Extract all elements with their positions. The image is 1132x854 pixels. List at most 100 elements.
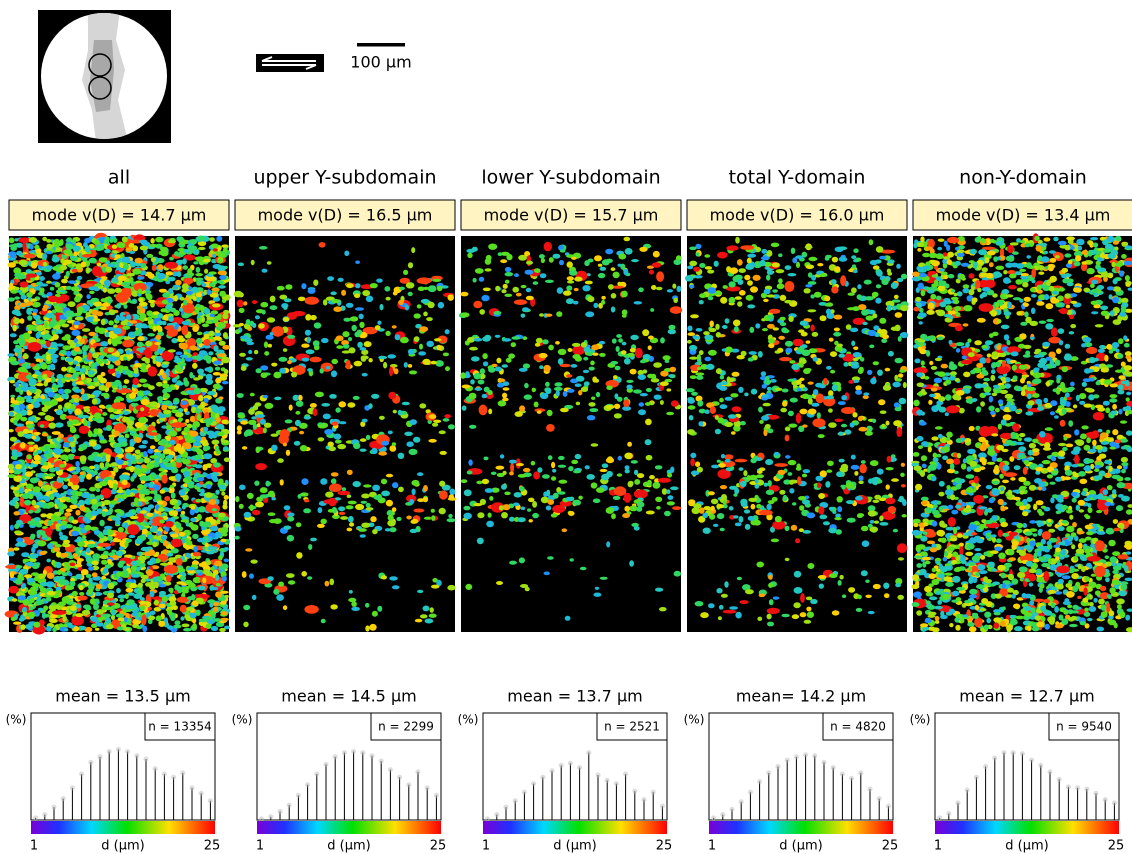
- grain: [40, 424, 45, 428]
- grain: [244, 431, 249, 437]
- grain: [371, 448, 377, 454]
- grain: [95, 628, 100, 631]
- grain: [365, 625, 369, 631]
- grain: [72, 520, 79, 524]
- grain: [514, 492, 522, 498]
- grain: [674, 571, 681, 577]
- grain: [305, 297, 319, 305]
- grain: [147, 561, 154, 566]
- grain: [27, 325, 35, 331]
- grain: [565, 616, 571, 621]
- grain: [117, 498, 122, 503]
- grain: [57, 379, 62, 385]
- mode-label: mode v(D) = 15.7 µm: [484, 206, 659, 225]
- grain: [483, 361, 488, 366]
- grain: [55, 282, 61, 287]
- grain: [113, 538, 119, 542]
- grain: [117, 627, 124, 631]
- grain: [656, 506, 661, 510]
- grain: [54, 243, 59, 248]
- grain: [182, 505, 186, 510]
- grain: [195, 610, 200, 616]
- grain: [258, 323, 265, 328]
- grain: [220, 601, 227, 605]
- grain: [147, 316, 152, 321]
- grain: [80, 338, 85, 343]
- grain: [612, 338, 617, 343]
- grain: [171, 422, 186, 428]
- grain: [640, 393, 648, 396]
- grain: [321, 619, 326, 624]
- grain: [463, 513, 472, 520]
- grain: [148, 549, 155, 556]
- grain: [627, 353, 635, 357]
- grain: [109, 239, 113, 243]
- grain: [326, 366, 330, 370]
- grain: [162, 300, 168, 305]
- grain: [623, 269, 628, 276]
- grain: [439, 481, 445, 487]
- grain: [270, 305, 278, 310]
- grain: [320, 368, 324, 373]
- grain: [413, 509, 424, 513]
- grain: [663, 355, 671, 360]
- grain: [217, 314, 221, 320]
- grain: [638, 409, 646, 415]
- grain: [255, 447, 260, 454]
- grain: [101, 406, 105, 409]
- grain: [67, 301, 75, 307]
- grain: [335, 440, 342, 444]
- grain: [181, 401, 187, 406]
- grain: [583, 370, 589, 373]
- grain: [63, 540, 70, 544]
- grain: [589, 408, 598, 412]
- grain: [402, 411, 407, 415]
- grain: [89, 487, 96, 492]
- grain: [14, 511, 20, 515]
- grain: [443, 418, 450, 422]
- grain: [75, 366, 81, 371]
- grain: [101, 298, 108, 302]
- grain: [28, 416, 36, 421]
- grain: [406, 516, 412, 520]
- grain: [162, 373, 167, 379]
- grain-map: [461, 236, 681, 632]
- grain: [149, 455, 158, 459]
- grain: [471, 356, 480, 361]
- grain: [244, 338, 253, 343]
- grain: [101, 303, 110, 307]
- grain: [624, 493, 632, 503]
- grain: [145, 341, 153, 346]
- grain: [246, 357, 253, 360]
- grain: [155, 552, 159, 555]
- grain: [93, 318, 101, 321]
- grain: [548, 499, 555, 505]
- grain: [361, 355, 369, 359]
- grain: [36, 325, 45, 331]
- grain: [224, 547, 229, 551]
- grain: [305, 330, 311, 336]
- grain: [127, 524, 139, 535]
- grain: [634, 489, 648, 498]
- grain: [599, 341, 605, 345]
- grain: [112, 517, 118, 521]
- grain: [134, 368, 139, 374]
- grain: [419, 403, 426, 408]
- grain: [69, 505, 77, 509]
- grain: [205, 543, 209, 548]
- grain: [360, 534, 366, 538]
- grain: [396, 517, 401, 521]
- grain: [519, 486, 524, 491]
- grain: [393, 410, 397, 414]
- grain: [15, 413, 22, 419]
- grain: [99, 520, 104, 527]
- grain: [587, 415, 595, 420]
- grain: [377, 321, 381, 325]
- scale-label: 100 µm: [350, 53, 411, 72]
- grain: [601, 300, 605, 305]
- grain: [213, 319, 219, 323]
- grain: [211, 472, 219, 476]
- grain: [461, 312, 470, 317]
- grain: [196, 267, 201, 273]
- grain: [202, 323, 209, 327]
